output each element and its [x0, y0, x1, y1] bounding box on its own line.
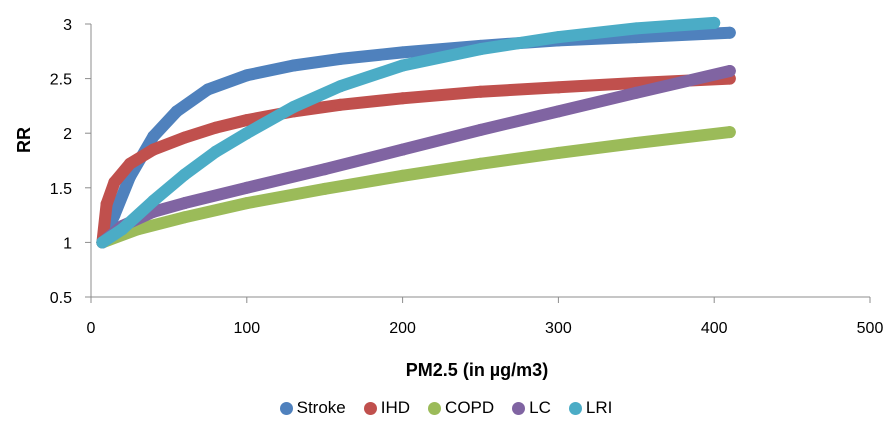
- axes: 0 100 200 300 400 500 0.5 1 1.5 2 2.5 3: [50, 17, 884, 337]
- legend-item-lri: LRI: [568, 398, 613, 418]
- legend-swatch: [363, 401, 377, 415]
- data-point: [287, 59, 300, 72]
- data-point: [396, 169, 409, 182]
- data-point: [396, 143, 409, 156]
- legend-swatch: [279, 401, 293, 415]
- data-point: [334, 98, 347, 111]
- data-point: [209, 145, 222, 158]
- data-point: [240, 181, 253, 194]
- data-point: [334, 80, 347, 93]
- legend-swatch: [428, 401, 442, 415]
- x-tick-label: 0: [87, 320, 96, 337]
- data-point: [240, 69, 253, 82]
- legend-item-lc: LC: [512, 398, 551, 418]
- data-point: [630, 137, 643, 150]
- data-point: [178, 131, 191, 144]
- data-point: [147, 143, 160, 156]
- series-copd: [96, 126, 736, 249]
- data-point: [170, 105, 183, 118]
- data-point: [318, 163, 331, 176]
- legend-label: IHD: [380, 398, 411, 417]
- data-point: [552, 146, 565, 159]
- data-point: [334, 52, 347, 65]
- legend-swatch: [512, 401, 526, 415]
- data-point: [318, 182, 331, 195]
- data-point: [240, 114, 253, 127]
- data-point: [116, 223, 129, 236]
- x-tick-label: 100: [233, 320, 260, 337]
- legend-item-copd: COPD: [428, 398, 494, 418]
- data-point: [123, 157, 136, 170]
- data-point: [240, 197, 253, 210]
- data-point: [147, 194, 160, 207]
- y-tick-label: 1.5: [50, 181, 72, 198]
- y-axis-title: RR: [14, 127, 34, 153]
- data-point: [240, 127, 253, 140]
- data-point: [178, 211, 191, 224]
- legend-item-ihd: IHD: [363, 398, 411, 418]
- data-point: [396, 92, 409, 105]
- x-tick-label: 200: [389, 320, 416, 337]
- y-tick-label: 2.5: [50, 72, 72, 89]
- data-point: [723, 26, 736, 39]
- legend-label: LC: [529, 398, 551, 417]
- data-point: [552, 31, 565, 44]
- data-point: [108, 176, 121, 189]
- series-line-copd: [96, 126, 736, 249]
- data-point: [474, 123, 487, 136]
- data-point: [178, 168, 191, 181]
- data-point: [96, 236, 109, 249]
- data-point: [630, 22, 643, 35]
- data-point: [552, 105, 565, 118]
- data-point: [287, 100, 300, 113]
- data-point: [396, 59, 409, 72]
- data-point: [552, 81, 565, 94]
- plot-area: [96, 16, 736, 249]
- data-point: [630, 86, 643, 99]
- legend: Stroke IHD COPD LC LRI: [0, 398, 892, 418]
- y-tick-label: 0.5: [50, 290, 72, 307]
- data-point: [209, 121, 222, 134]
- data-point: [100, 198, 113, 211]
- x-tick-label: 400: [701, 320, 728, 337]
- y-tick-label: 2: [63, 126, 72, 143]
- data-point: [723, 64, 736, 77]
- legend-label: COPD: [445, 398, 495, 417]
- x-tick-label: 300: [545, 320, 572, 337]
- data-point: [474, 43, 487, 56]
- y-tick-label: 3: [63, 17, 72, 34]
- data-point: [474, 157, 487, 170]
- data-point: [474, 85, 487, 98]
- x-tick-label: 500: [857, 320, 884, 337]
- legend-item-stroke: Stroke: [279, 398, 346, 418]
- legend-label: Stroke: [296, 398, 346, 417]
- data-point: [201, 83, 214, 96]
- legend-swatch: [568, 401, 582, 415]
- x-axis-title: PM2.5 (in µg/m3): [406, 360, 548, 380]
- legend-label: LRI: [585, 398, 613, 417]
- data-point: [178, 197, 191, 210]
- series-lri: [96, 16, 721, 249]
- y-tick-label: 1: [63, 235, 72, 252]
- data-point: [396, 46, 409, 59]
- data-point: [147, 130, 160, 143]
- data-point: [723, 126, 736, 139]
- data-point: [708, 16, 721, 29]
